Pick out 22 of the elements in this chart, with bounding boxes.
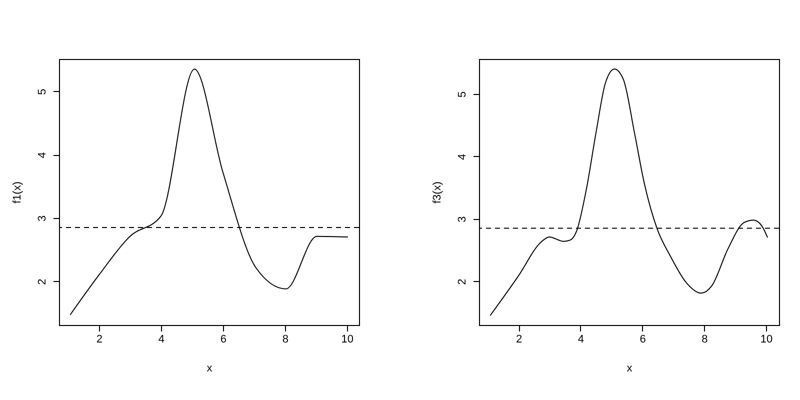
y-tick-label: 3 [36,215,48,222]
y-tick-label: 5 [456,91,468,98]
y-tick-label: 2 [456,278,468,285]
x-tick-label: 8 [702,334,708,346]
x-tick-label: 2 [96,334,103,346]
y-tick-label: 5 [36,88,48,95]
x-axis-title: x [206,362,213,374]
y-axis-title: f1(x) [12,182,24,204]
x-tick-label: 10 [341,334,354,346]
x-axis-title: x [626,362,633,374]
y-tick-label: 4 [36,152,48,158]
x-tick-label: 2 [516,334,522,346]
y-tick-label: 3 [456,216,468,222]
x-tick-label: 4 [158,334,165,346]
y-axis-title: f3(x) [432,182,444,204]
y-tick-label: 4 [456,154,468,160]
x-tick-label: 4 [578,334,584,346]
x-tick-label: 6 [640,334,646,346]
x-tick-label: 6 [220,334,227,346]
x-tick-label: 10 [760,334,773,346]
y-tick-label: 2 [36,278,48,285]
x-tick-label: 8 [282,334,288,346]
